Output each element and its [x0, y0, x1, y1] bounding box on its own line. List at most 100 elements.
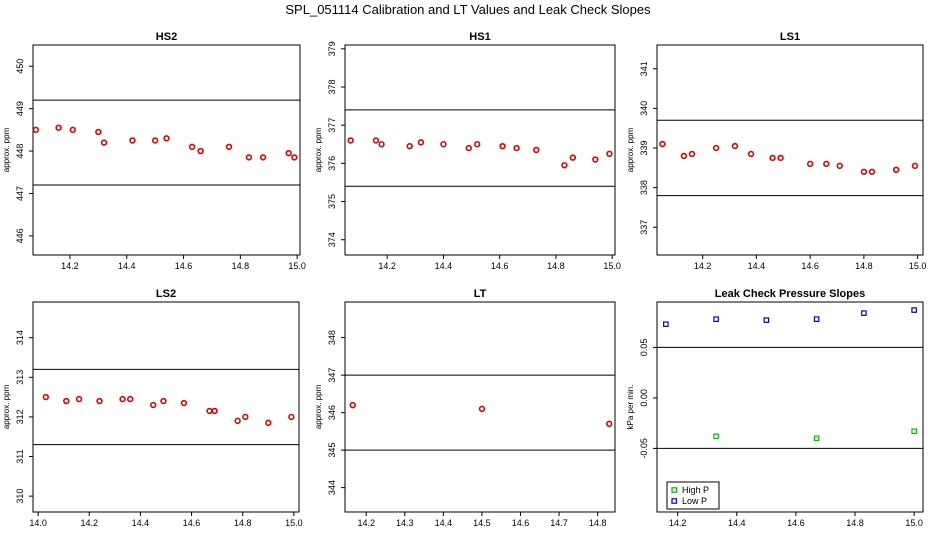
- data-point: [245, 154, 253, 161]
- y-tick-label: 377: [327, 118, 337, 133]
- data-point: [197, 147, 204, 155]
- x-tick-label: 14.6: [801, 261, 819, 271]
- x-tick-label: 14.3: [396, 518, 414, 528]
- data-point: [860, 168, 868, 175]
- y-tick-label: 338: [639, 180, 649, 195]
- panels: HS2 14.2 14.4 14.6 14.8 15.0 446 447 448 449 450 ap…: [2, 31, 926, 528]
- data-point: [347, 137, 354, 144]
- data-point: [763, 317, 770, 323]
- y-tick-label: 337: [639, 220, 649, 235]
- data-point: [892, 166, 900, 174]
- data-point: [126, 395, 134, 403]
- data-point: [688, 150, 696, 158]
- figure-title: SPL_051114 Calibration and LT Values and…: [285, 2, 651, 17]
- x-tick-label: 14.6: [787, 518, 805, 528]
- plot-frame: [656, 301, 924, 513]
- y-axis-label: kPa per min.: [626, 385, 635, 430]
- data-point: [349, 401, 356, 409]
- data-point: [769, 154, 776, 162]
- data-point: [569, 154, 577, 161]
- data-point: [150, 401, 157, 409]
- y-tick-label: 374: [327, 232, 337, 247]
- data-point: [561, 162, 568, 169]
- data-point: [478, 405, 486, 413]
- x-tick-label: 15.0: [603, 261, 621, 271]
- panel-title: LT: [474, 288, 487, 300]
- x-tick-label: 14.0: [29, 518, 47, 528]
- y-tick-label: 345: [327, 443, 337, 458]
- data-point: [291, 154, 298, 161]
- y-tick-label: 346: [327, 405, 337, 420]
- data-point: [806, 160, 814, 168]
- y-tick-label: 311: [15, 449, 25, 463]
- data-point: [151, 137, 159, 144]
- y-tick-label: 344: [327, 480, 337, 495]
- x-tick-label: 14.6: [512, 518, 530, 528]
- data-point: [259, 154, 267, 161]
- data-point: [813, 316, 820, 322]
- x-tick-label: 14.8: [234, 518, 252, 528]
- panel-title: HS1: [469, 31, 490, 43]
- data-point: [868, 168, 876, 175]
- y-tick-label: 376: [327, 156, 337, 171]
- x-tick-label: 14.8: [846, 518, 864, 528]
- data-point: [861, 310, 867, 316]
- y-tick-label: 339: [639, 141, 649, 156]
- legend-box: [666, 481, 720, 510]
- data-point: [606, 420, 613, 428]
- panel-3: LS2 14.0 14.2 14.4 14.6 14.8 15.0 310 311 312 313 3…: [2, 288, 303, 528]
- x-tick-label: 14.2: [61, 261, 79, 271]
- data-point: [95, 128, 102, 136]
- x-tick-label: 14.4: [118, 261, 136, 271]
- data-point: [69, 126, 76, 134]
- data-point: [659, 140, 666, 148]
- data-point: [265, 419, 272, 427]
- y-tick-label: 312: [15, 409, 25, 424]
- data-point: [372, 137, 380, 144]
- x-tick-label: 15.0: [285, 518, 303, 528]
- x-tick-label: 14.8: [855, 261, 873, 271]
- data-point: [465, 144, 472, 152]
- x-tick-label: 14.2: [378, 261, 396, 271]
- x-tick-label: 14.8: [547, 261, 565, 271]
- x-tick-label: 14.8: [232, 261, 250, 271]
- y-tick-label: 310: [15, 489, 25, 504]
- data-point: [211, 407, 218, 415]
- x-tick-label: 14.6: [491, 261, 509, 271]
- x-tick-label: 14.5: [473, 518, 491, 528]
- y-tick-label: -0.05: [639, 438, 649, 459]
- data-point: [288, 413, 295, 421]
- x-tick-label: 15.0: [909, 261, 927, 271]
- legend-marker: [671, 487, 678, 493]
- data-point: [225, 143, 233, 151]
- data-point: [473, 141, 481, 148]
- data-point: [160, 397, 167, 405]
- data-point: [119, 395, 126, 403]
- panel-title: LS1: [780, 31, 800, 43]
- data-point: [823, 160, 830, 168]
- x-tick-label: 14.4: [435, 261, 453, 271]
- panel-5: Leak Check Pressure Slopes 14.2 14.4 14.6 14…: [626, 288, 924, 528]
- data-point: [285, 149, 292, 157]
- panel-0: HS2 14.2 14.4 14.6 14.8 15.0 446 447 448 449 450 ap…: [2, 31, 306, 271]
- data-point: [606, 150, 613, 158]
- panel-title: Leak Check Pressure Slopes: [715, 288, 865, 300]
- y-tick-label: 0.05: [639, 339, 649, 357]
- legend-marker: [671, 498, 678, 504]
- data-point: [592, 156, 599, 163]
- data-point: [206, 407, 213, 415]
- panel-title: HS2: [156, 31, 177, 43]
- data-point: [406, 142, 413, 150]
- x-tick-label: 14.2: [694, 261, 712, 271]
- data-point: [513, 144, 520, 152]
- data-point: [63, 397, 70, 405]
- data-point: [42, 393, 49, 401]
- data-point: [663, 321, 669, 328]
- data-point: [911, 162, 919, 170]
- x-tick-label: 15.0: [288, 261, 306, 271]
- data-point: [813, 435, 820, 442]
- legend-label: Low P: [682, 496, 707, 506]
- y-tick-label: 446: [15, 228, 25, 243]
- y-tick-label: 340: [639, 101, 649, 116]
